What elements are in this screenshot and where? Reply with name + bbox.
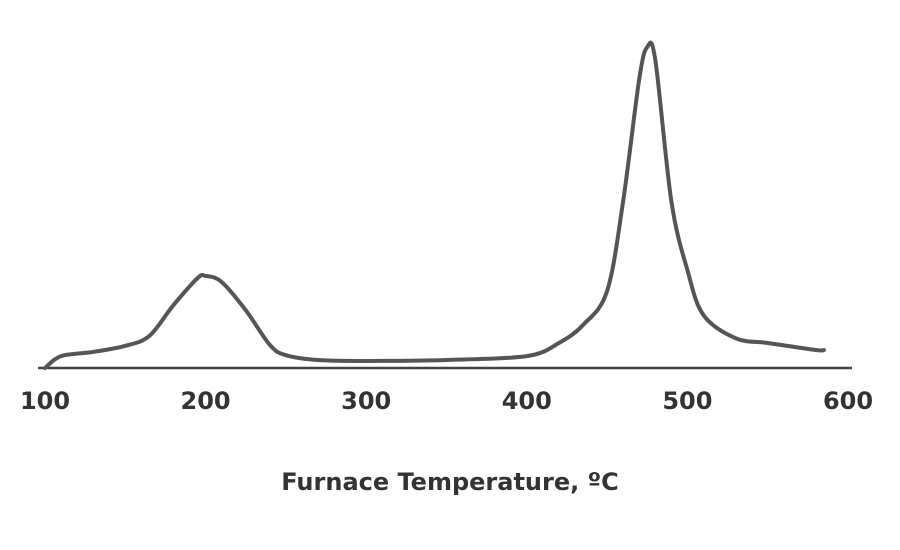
x-tick-label: 100: [20, 387, 70, 415]
x-tick-label: 300: [341, 387, 391, 415]
line-series: [43, 40, 826, 370]
x-tick-label: 600: [823, 387, 873, 415]
x-tick-label: 500: [662, 387, 712, 415]
x-axis-label: Furnace Temperature, ºC: [281, 468, 619, 496]
x-tick-label: 400: [502, 387, 552, 415]
x-tick-label: 200: [181, 387, 231, 415]
